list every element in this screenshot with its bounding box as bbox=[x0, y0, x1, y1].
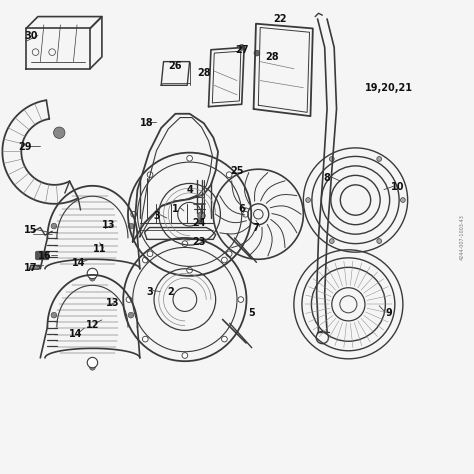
Circle shape bbox=[254, 50, 260, 56]
Text: 19,20,21: 19,20,21 bbox=[365, 82, 413, 93]
Text: 13: 13 bbox=[106, 298, 119, 309]
Circle shape bbox=[90, 275, 95, 281]
Circle shape bbox=[221, 257, 227, 263]
Text: 16: 16 bbox=[38, 251, 52, 261]
Circle shape bbox=[147, 172, 153, 178]
Circle shape bbox=[329, 156, 334, 161]
Text: 7: 7 bbox=[253, 222, 259, 233]
Circle shape bbox=[226, 251, 232, 256]
Text: 2: 2 bbox=[167, 286, 174, 297]
Circle shape bbox=[128, 223, 134, 229]
Text: 23: 23 bbox=[192, 237, 206, 247]
Text: 5: 5 bbox=[248, 308, 255, 318]
Circle shape bbox=[182, 241, 188, 246]
Circle shape bbox=[401, 198, 405, 202]
Circle shape bbox=[243, 211, 248, 217]
Text: 4: 4 bbox=[186, 184, 193, 195]
Circle shape bbox=[221, 336, 227, 342]
Text: 27: 27 bbox=[235, 45, 248, 55]
Circle shape bbox=[131, 211, 137, 217]
Circle shape bbox=[238, 297, 244, 302]
Text: 24: 24 bbox=[192, 218, 206, 228]
Text: 14: 14 bbox=[72, 258, 85, 268]
Circle shape bbox=[51, 223, 57, 229]
FancyBboxPatch shape bbox=[36, 251, 49, 260]
Text: 18: 18 bbox=[140, 118, 154, 128]
Circle shape bbox=[143, 336, 148, 342]
Text: 11: 11 bbox=[93, 244, 106, 254]
Text: 13: 13 bbox=[102, 220, 116, 230]
Text: 17: 17 bbox=[24, 263, 37, 273]
Circle shape bbox=[87, 357, 98, 368]
Circle shape bbox=[87, 268, 98, 279]
Text: 6: 6 bbox=[238, 203, 245, 214]
Circle shape bbox=[187, 155, 192, 161]
Circle shape bbox=[147, 251, 153, 256]
Text: 9: 9 bbox=[385, 308, 392, 318]
Circle shape bbox=[198, 212, 205, 219]
Text: 8: 8 bbox=[324, 173, 330, 183]
Text: 3: 3 bbox=[146, 286, 153, 297]
Text: 26: 26 bbox=[169, 61, 182, 72]
Circle shape bbox=[128, 312, 134, 318]
Circle shape bbox=[182, 353, 188, 358]
Text: 29: 29 bbox=[18, 142, 31, 152]
Polygon shape bbox=[29, 265, 40, 269]
Circle shape bbox=[306, 198, 310, 202]
Text: 30: 30 bbox=[24, 30, 37, 41]
Circle shape bbox=[90, 365, 95, 370]
Text: 14: 14 bbox=[69, 329, 82, 339]
Text: 22: 22 bbox=[273, 14, 286, 24]
Circle shape bbox=[377, 239, 382, 244]
Text: 25: 25 bbox=[230, 165, 244, 176]
Text: 10: 10 bbox=[392, 182, 405, 192]
Circle shape bbox=[54, 127, 65, 138]
Text: 3: 3 bbox=[153, 210, 160, 221]
Text: 12: 12 bbox=[86, 319, 99, 330]
Circle shape bbox=[226, 172, 232, 178]
Circle shape bbox=[329, 239, 334, 244]
Circle shape bbox=[143, 257, 148, 263]
Circle shape bbox=[239, 45, 245, 50]
Text: 28: 28 bbox=[197, 68, 210, 79]
Circle shape bbox=[187, 267, 192, 273]
Text: 4244-007-1003-43: 4244-007-1003-43 bbox=[460, 214, 465, 260]
Text: 1: 1 bbox=[172, 203, 179, 214]
Text: 28: 28 bbox=[266, 52, 279, 62]
Circle shape bbox=[126, 297, 132, 302]
Circle shape bbox=[377, 156, 382, 161]
Text: 15: 15 bbox=[24, 225, 37, 235]
Circle shape bbox=[51, 312, 57, 318]
